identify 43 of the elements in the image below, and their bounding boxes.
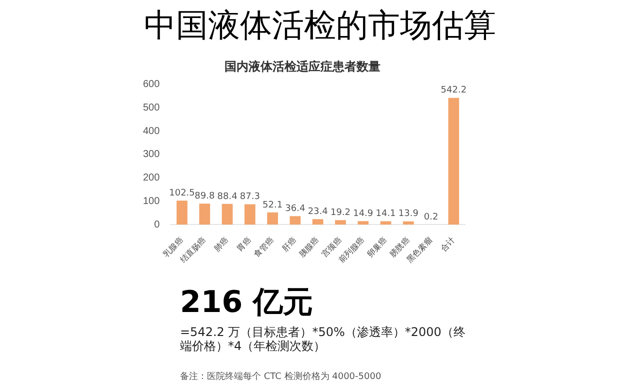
y-tick-label: 0 xyxy=(154,219,160,230)
y-tick-label: 600 xyxy=(142,79,160,90)
text: =542.2 万（目标患者）*50%（渗透率）*2000（终端价格）*4（年检测次数） xyxy=(180,325,466,353)
bar xyxy=(267,212,278,225)
bar xyxy=(448,98,460,225)
y-tick-label: 500 xyxy=(142,102,160,114)
text: 216 亿元 xyxy=(180,284,314,322)
data-label: 52.1 xyxy=(262,200,283,210)
bar xyxy=(312,219,324,225)
y-tick-label: 100 xyxy=(142,196,160,207)
bar xyxy=(244,204,256,225)
data-label: 89.8 xyxy=(194,191,215,202)
bar xyxy=(290,216,301,225)
x-tick-label: 胰腺癌 xyxy=(297,236,321,259)
data-label: 0.2 xyxy=(424,212,438,222)
data-label: 88.4 xyxy=(217,192,238,202)
data-label: 23.4 xyxy=(308,206,328,217)
x-tick-label: 肝癌 xyxy=(280,236,298,254)
data-label: 36.4 xyxy=(285,204,306,214)
chart-subtitle: 国内液体活检适应症患者数量 xyxy=(224,59,380,74)
data-label: 542.2 xyxy=(440,86,467,96)
y-tick-label: 300 xyxy=(142,149,160,160)
data-label: 14.1 xyxy=(376,209,396,220)
bar xyxy=(199,204,210,225)
bar xyxy=(402,221,414,225)
data-label: 102.5 xyxy=(169,188,195,198)
bar xyxy=(176,200,188,225)
bar xyxy=(222,204,233,225)
data-label: 19.2 xyxy=(330,208,351,218)
x-tick-label: 卵巢癌 xyxy=(365,236,389,259)
x-tick-label: 合计 xyxy=(438,236,457,254)
data-label: 87.3 xyxy=(240,192,260,202)
text: 备注：医院终端每个 CTC 检测价格为 4000-5000 xyxy=(180,370,382,383)
data-label: 14.9 xyxy=(353,208,374,219)
y-tick-label: 200 xyxy=(142,172,160,184)
bar xyxy=(358,221,369,225)
x-tick-label: 胃癌 xyxy=(235,236,253,254)
data-label: 13.9 xyxy=(398,209,419,220)
chart-title: 中国液体活检的市场估算 xyxy=(143,5,497,46)
y-tick-label: 400 xyxy=(142,126,160,137)
bar xyxy=(335,220,346,225)
x-tick-label: 食管癌 xyxy=(252,236,276,259)
x-tick-label: 肺癌 xyxy=(212,236,230,254)
